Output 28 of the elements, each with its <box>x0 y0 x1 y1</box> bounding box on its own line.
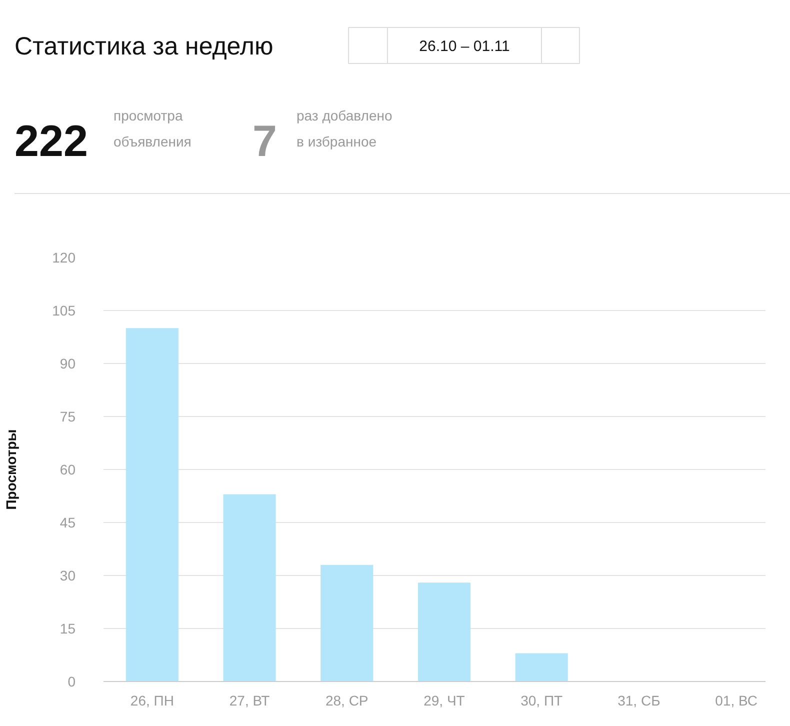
x-tick-label: 28, СР <box>325 692 368 708</box>
y-tick-label: 75 <box>60 408 76 424</box>
y-tick-label: 45 <box>60 514 76 530</box>
y-axis-title: Просмотры <box>3 429 20 510</box>
bar <box>223 494 276 682</box>
text: просмотра объявления <box>114 108 192 150</box>
y-tick-label: 105 <box>52 302 76 318</box>
bar <box>320 564 374 682</box>
x-tick-label: 29, ЧТ <box>424 692 466 708</box>
y-tick-label: 0 <box>68 674 76 690</box>
x-tick-label: 30, ПТ <box>520 692 564 708</box>
bar <box>126 328 178 682</box>
bar <box>418 582 471 682</box>
chart-title: Статистика за неделю <box>14 32 274 60</box>
y-tick-label: 120 <box>52 250 76 266</box>
text: раз добавлено в избранное <box>296 108 392 150</box>
bar <box>515 653 568 682</box>
x-tick-label: 31, СБ <box>618 692 660 708</box>
y-tick-label: 60 <box>60 462 76 478</box>
y-tick-label: 90 <box>60 356 76 372</box>
x-tick-label: 01, ВС <box>715 692 758 708</box>
text: 222 <box>14 117 88 166</box>
x-tick-label: 27, ВТ <box>229 692 270 708</box>
y-tick-label: 30 <box>60 568 76 584</box>
chart-subtitle: 26.10 – 01.11 <box>419 38 510 55</box>
x-tick-label: 26, ПН <box>130 692 174 708</box>
text: 7 <box>252 117 277 166</box>
y-tick-label: 15 <box>60 620 76 636</box>
